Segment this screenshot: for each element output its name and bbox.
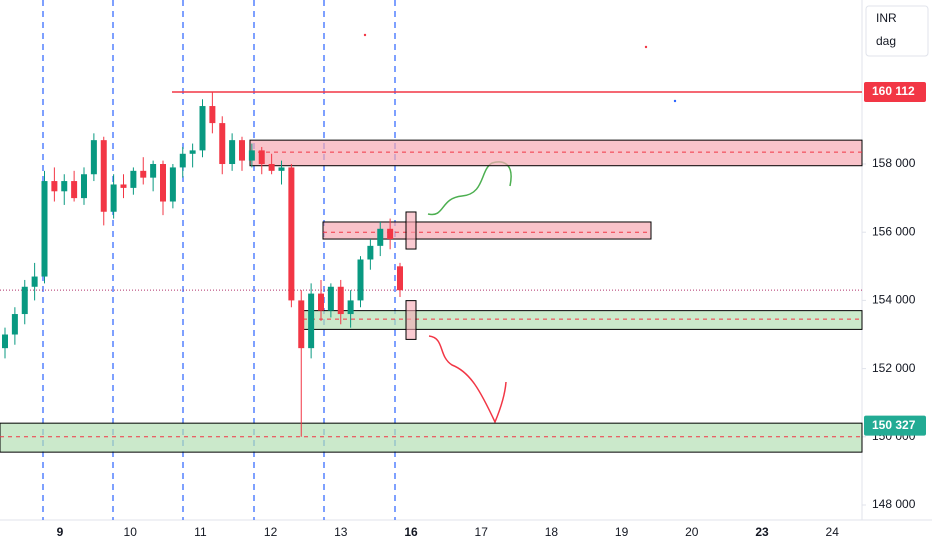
zone [302, 310, 863, 330]
candle-body [130, 170, 137, 188]
candle-body [120, 184, 127, 188]
x-tick-label: 12 [264, 525, 278, 539]
candle-body [2, 334, 8, 349]
candle-body [327, 286, 334, 311]
candle-body [357, 259, 364, 301]
candle-body [61, 181, 68, 192]
zone [249, 139, 863, 167]
drawing-arrow-down [428, 335, 507, 424]
candle-body [288, 167, 295, 301]
candle-body [140, 170, 147, 178]
x-tick-label: 13 [334, 525, 348, 539]
x-tick-label: 19 [615, 525, 629, 539]
x-tick-label: 17 [475, 525, 489, 539]
candle-body [199, 106, 206, 151]
y-tick-label: 152 000 [872, 361, 916, 375]
y-tick-label: 148 000 [872, 497, 916, 511]
candle-body [278, 167, 285, 171]
candle-body [337, 286, 344, 315]
candle-body [347, 300, 354, 315]
price-label-bg [864, 415, 926, 436]
candle-body [258, 150, 265, 165]
price-label-bg [864, 81, 926, 102]
candle-body [31, 276, 38, 287]
x-tick-label: 11 [194, 525, 207, 539]
price-label: 150 327 [872, 418, 916, 432]
candle-body [397, 266, 403, 291]
legend-label: dag [876, 34, 896, 48]
candle-body [11, 314, 18, 335]
x-tick-label: 9 [57, 525, 64, 539]
marker-box [405, 300, 417, 340]
x-tick-label: 10 [124, 525, 138, 539]
candle-body [160, 164, 166, 202]
x-tick-label: 18 [545, 525, 559, 539]
candle-body [21, 286, 28, 315]
candle-body [100, 140, 107, 212]
candle-body [150, 164, 157, 178]
candle-body [71, 181, 78, 199]
x-tick-label: 24 [826, 525, 840, 539]
candle-body [179, 153, 186, 168]
candle-body [209, 106, 216, 124]
legend-label: INR [876, 11, 897, 25]
x-tick-label: 20 [685, 525, 699, 539]
candle-body [90, 140, 97, 175]
y-tick-label: 154 000 [872, 293, 916, 307]
candle-body [41, 181, 48, 277]
drawing-arrow-up [427, 161, 512, 216]
dot [363, 33, 367, 37]
candle-body [229, 140, 236, 165]
candle-body [169, 167, 176, 202]
dot [644, 45, 648, 49]
candle-body [219, 123, 226, 165]
zone [0, 422, 863, 453]
candle-body [387, 228, 394, 240]
candle-body [298, 300, 305, 349]
candle-body [248, 150, 255, 161]
candle-body [377, 228, 384, 246]
zone [322, 221, 652, 240]
x-tick-label: 16 [404, 525, 418, 539]
candle-body [367, 245, 374, 260]
candle-body [239, 140, 245, 161]
y-tick-label: 158 000 [872, 156, 916, 170]
legend-box [865, 5, 929, 57]
marker-box [405, 211, 417, 250]
candle-body [81, 174, 87, 199]
candle-body [268, 164, 275, 171]
price-label: 160 112 [872, 84, 915, 98]
candle-body [318, 293, 324, 311]
dot [673, 99, 677, 103]
y-tick-label: 156 000 [872, 224, 916, 238]
candle-body [308, 293, 315, 349]
x-tick-label: 23 [755, 525, 769, 539]
candle-body [51, 181, 58, 192]
candle-body [189, 150, 196, 154]
candle-body [110, 184, 117, 212]
